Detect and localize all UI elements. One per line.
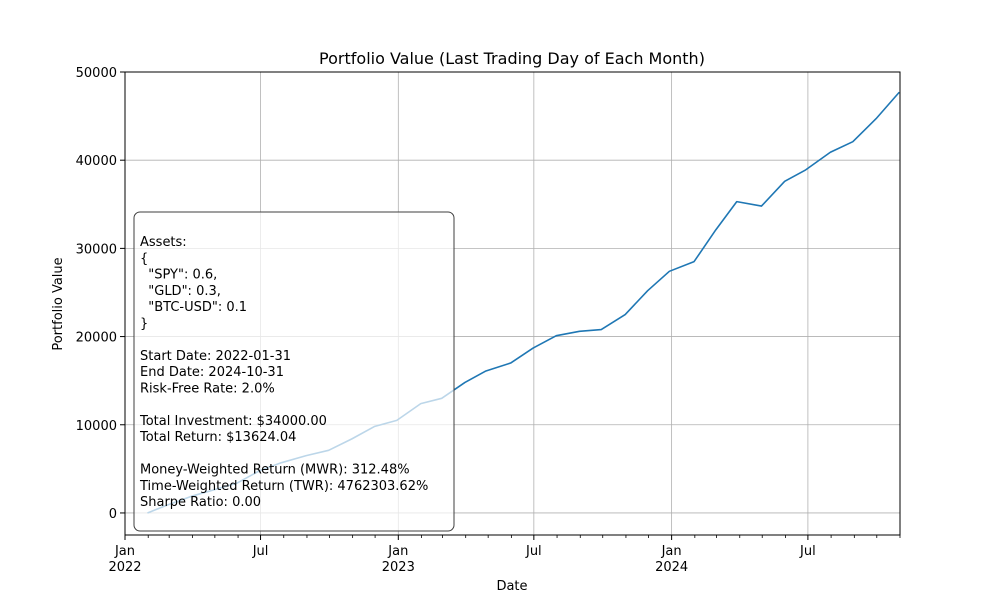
x-tick-label: Jan (114, 544, 135, 559)
x-axis-label: Date (496, 579, 527, 594)
annotation-box: Assets:{ "SPY": 0.6, "GLD": 0.3, "BTC-US… (133, 211, 455, 532)
x-tick-label: Jan (661, 544, 682, 559)
x-tick-label: Jul (525, 544, 542, 559)
annotation-line: Total Investment: $34000.00 (139, 414, 327, 429)
annotation-background (133, 211, 455, 532)
annotation-line: End Date: 2024-10-31 (140, 365, 284, 380)
x-tick-label: Jul (799, 544, 816, 559)
annotation-line: Time-Weighted Return (TWR): 4762303.62% (139, 479, 428, 494)
y-tick-label: 0 (109, 507, 117, 522)
annotation-line: Money-Weighted Return (MWR): 312.48% (140, 463, 410, 478)
annotation-line: "SPY": 0.6, (140, 268, 217, 283)
annotation-line: Sharpe Ratio: 0.00 (140, 495, 261, 510)
annotation-line: Assets: (140, 235, 187, 250)
x-tick-year-label: 2024 (655, 560, 688, 575)
chart-title: Portfolio Value (Last Trading Day of Eac… (319, 49, 705, 68)
annotation-line: "BTC-USD": 0.1 (140, 300, 247, 315)
x-tick-year-label: 2023 (382, 560, 415, 575)
axes-frame (124, 71, 901, 536)
y-tick-label: 20000 (76, 331, 117, 346)
x-tick-label: Jul (252, 544, 269, 559)
annotation-text: Assets:{ "SPY": 0.6, "GLD": 0.3, "BTC-US… (139, 235, 428, 510)
annotation-line: Risk-Free Rate: 2.0% (140, 381, 275, 396)
annotation-line: "GLD": 0.3, (140, 284, 221, 299)
annotation-line: { (140, 251, 148, 266)
annotation-line: Total Return: $13624.04 (139, 430, 296, 445)
y-tick-label: 10000 (76, 419, 117, 434)
y-tick-label: 30000 (76, 242, 117, 257)
x-tick-label: Jan (387, 544, 408, 559)
y-tick-label: 40000 (76, 154, 117, 169)
y-axis-label: Portfolio Value (51, 257, 66, 350)
y-tick-label: 50000 (76, 66, 117, 81)
x-tick-year-label: 2022 (108, 560, 141, 575)
annotation-line: Start Date: 2022-01-31 (140, 349, 291, 364)
annotation-line: } (140, 316, 148, 331)
